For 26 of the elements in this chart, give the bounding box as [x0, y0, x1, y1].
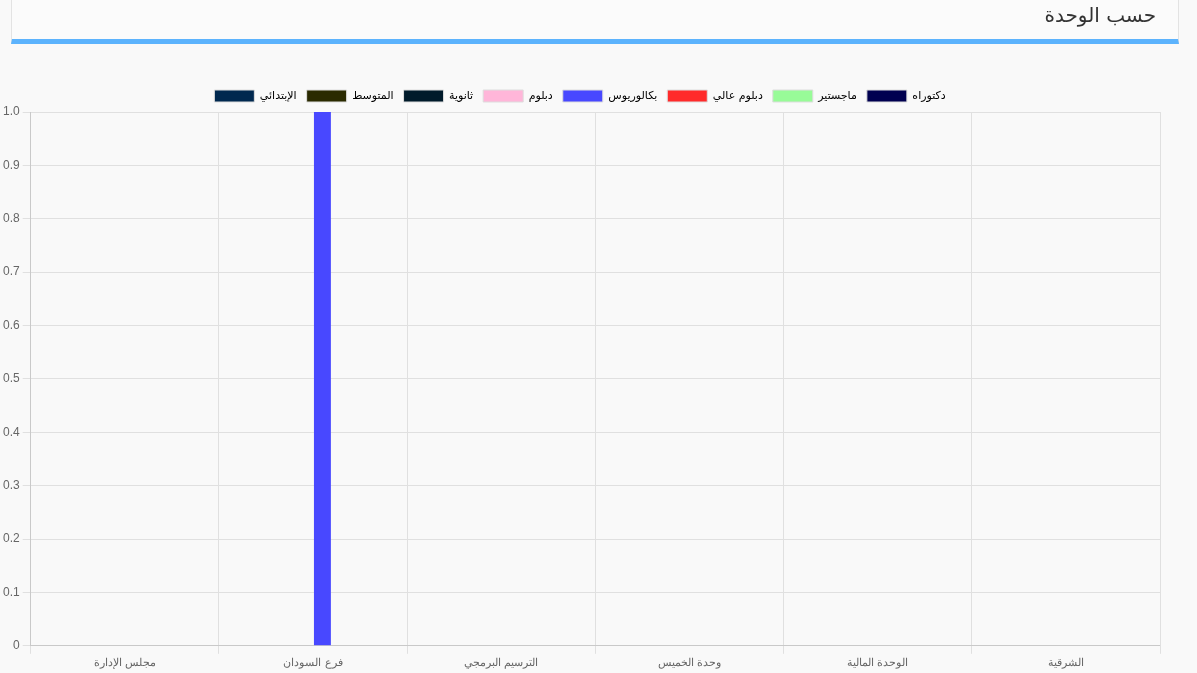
legend-label: دبلوم	[528, 88, 553, 102]
y-tick-label: 0.9	[2, 157, 20, 172]
legend-label: ماجستير	[817, 88, 857, 102]
y-tick-label: 0.7	[2, 264, 20, 279]
y-tick-label: 0.4	[2, 424, 20, 439]
legend-label: دكتوراه	[912, 88, 946, 102]
y-tick-label: 0.8	[2, 211, 20, 226]
legend-label: المتوسط	[352, 88, 394, 102]
legend-label: بكالوريوس	[608, 88, 658, 102]
legend-label: ثانوية	[449, 88, 474, 102]
x-tick-label: فرع السودان	[283, 656, 343, 670]
x-tick-label: مجلس الإدارة	[93, 656, 156, 670]
chart-title: حسب الوحدة	[1044, 3, 1156, 27]
y-tick-label: 0	[12, 638, 20, 653]
y-tick-label: 0.6	[2, 317, 20, 332]
legend-label: دبلوم عالي	[712, 88, 763, 102]
y-tick-label: 0.1	[2, 584, 20, 599]
x-tick-label: الوحدة المالية	[847, 656, 909, 670]
x-tick-label: وحدة الخميس	[657, 656, 721, 670]
x-tick-label: الشرقية	[1047, 656, 1084, 670]
y-tick-label: 1.0	[2, 104, 20, 119]
y-tick-label: 0.5	[2, 371, 20, 386]
y-tick-label: 0.3	[2, 477, 20, 492]
legend-label: الإبتدائي	[259, 88, 297, 102]
y-tick-label: 0.2	[2, 531, 20, 546]
x-tick-label: الترسيم البرمجي	[464, 656, 539, 670]
